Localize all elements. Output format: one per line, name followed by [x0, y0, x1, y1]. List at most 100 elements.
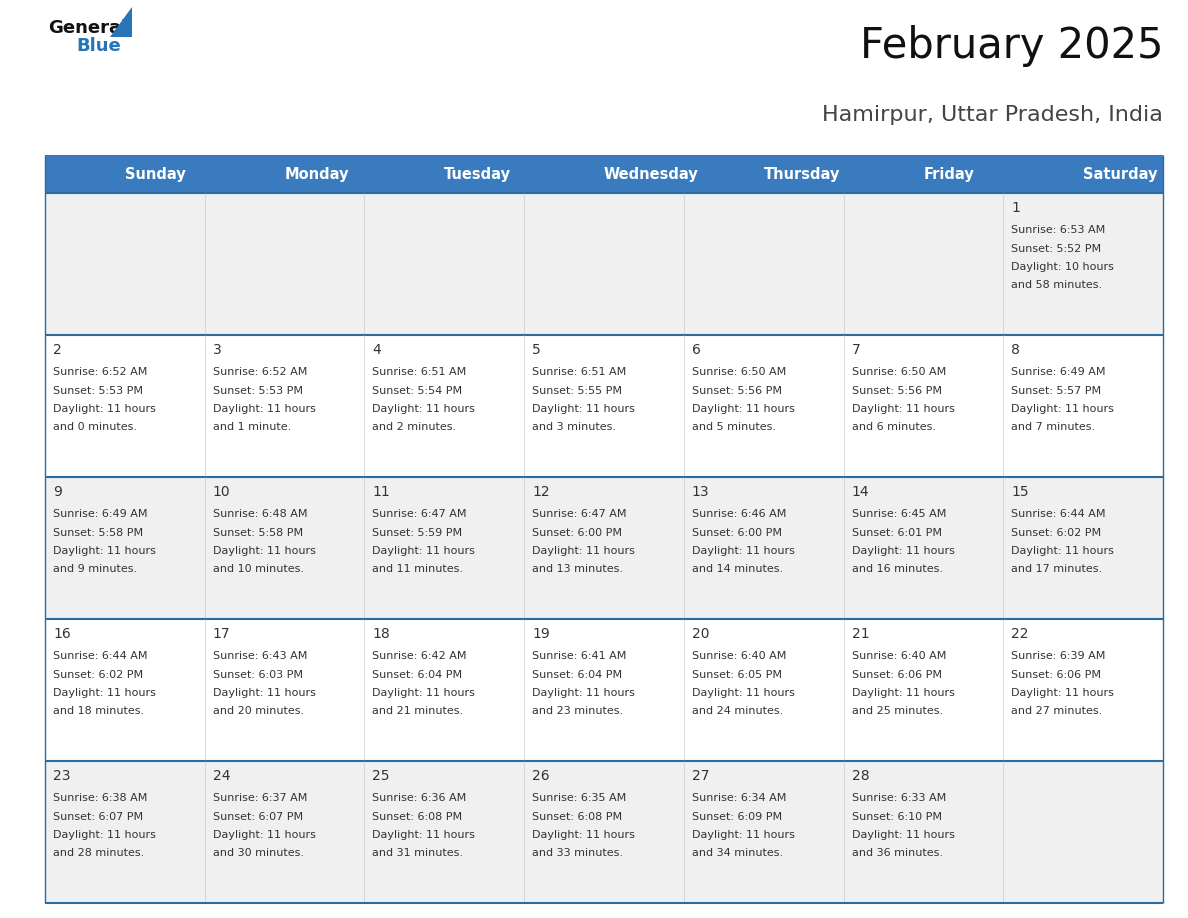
Text: Sunrise: 6:44 AM: Sunrise: 6:44 AM	[53, 651, 147, 661]
Text: and 33 minutes.: and 33 minutes.	[532, 848, 624, 858]
Text: Sunrise: 6:38 AM: Sunrise: 6:38 AM	[53, 793, 147, 803]
Text: and 3 minutes.: and 3 minutes.	[532, 422, 617, 432]
Text: Sunset: 5:58 PM: Sunset: 5:58 PM	[213, 528, 303, 538]
Text: 19: 19	[532, 627, 550, 641]
Text: and 0 minutes.: and 0 minutes.	[53, 422, 137, 432]
Text: Sunrise: 6:52 AM: Sunrise: 6:52 AM	[53, 367, 147, 377]
Text: and 13 minutes.: and 13 minutes.	[532, 565, 624, 575]
Text: 21: 21	[852, 627, 870, 641]
Text: Sunset: 5:57 PM: Sunset: 5:57 PM	[1011, 386, 1101, 396]
Text: Monday: Monday	[285, 166, 349, 182]
Text: and 31 minutes.: and 31 minutes.	[372, 848, 463, 858]
Text: Friday: Friday	[923, 166, 974, 182]
Text: Thursday: Thursday	[764, 166, 840, 182]
Text: Daylight: 11 hours: Daylight: 11 hours	[852, 830, 954, 840]
Text: Daylight: 11 hours: Daylight: 11 hours	[53, 688, 156, 698]
Text: and 34 minutes.: and 34 minutes.	[691, 848, 783, 858]
Text: 22: 22	[1011, 627, 1029, 641]
Text: and 5 minutes.: and 5 minutes.	[691, 422, 776, 432]
Text: Sunset: 6:07 PM: Sunset: 6:07 PM	[213, 812, 303, 822]
Text: Sunrise: 6:49 AM: Sunrise: 6:49 AM	[53, 509, 147, 519]
Text: Daylight: 11 hours: Daylight: 11 hours	[213, 546, 316, 556]
Text: Sunrise: 6:47 AM: Sunrise: 6:47 AM	[372, 509, 467, 519]
Text: Sunday: Sunday	[125, 166, 185, 182]
Text: 9: 9	[53, 485, 62, 499]
Text: Daylight: 11 hours: Daylight: 11 hours	[372, 688, 475, 698]
Text: Sunrise: 6:37 AM: Sunrise: 6:37 AM	[213, 793, 307, 803]
Text: Daylight: 11 hours: Daylight: 11 hours	[691, 830, 795, 840]
Text: Sunrise: 6:35 AM: Sunrise: 6:35 AM	[532, 793, 626, 803]
Text: 12: 12	[532, 485, 550, 499]
Text: Sunrise: 6:41 AM: Sunrise: 6:41 AM	[532, 651, 626, 661]
Text: Sunrise: 6:46 AM: Sunrise: 6:46 AM	[691, 509, 786, 519]
Text: 28: 28	[852, 769, 870, 783]
Text: Sunset: 6:08 PM: Sunset: 6:08 PM	[532, 812, 623, 822]
Text: Daylight: 11 hours: Daylight: 11 hours	[372, 546, 475, 556]
Text: Sunrise: 6:40 AM: Sunrise: 6:40 AM	[852, 651, 946, 661]
Text: Hamirpur, Uttar Pradesh, India: Hamirpur, Uttar Pradesh, India	[822, 105, 1163, 125]
Text: Sunrise: 6:53 AM: Sunrise: 6:53 AM	[1011, 225, 1106, 235]
Text: and 1 minute.: and 1 minute.	[213, 422, 291, 432]
Text: and 36 minutes.: and 36 minutes.	[852, 848, 942, 858]
Text: Sunset: 6:05 PM: Sunset: 6:05 PM	[691, 669, 782, 679]
Text: Sunset: 5:56 PM: Sunset: 5:56 PM	[852, 386, 942, 396]
Text: Sunset: 6:08 PM: Sunset: 6:08 PM	[372, 812, 462, 822]
Text: and 17 minutes.: and 17 minutes.	[1011, 565, 1102, 575]
Text: and 30 minutes.: and 30 minutes.	[213, 848, 304, 858]
Text: Sunset: 5:54 PM: Sunset: 5:54 PM	[372, 386, 462, 396]
Text: Sunrise: 6:33 AM: Sunrise: 6:33 AM	[852, 793, 946, 803]
Text: 6: 6	[691, 343, 701, 357]
Text: and 21 minutes.: and 21 minutes.	[372, 707, 463, 717]
Text: and 7 minutes.: and 7 minutes.	[1011, 422, 1095, 432]
Bar	[45, 193, 1163, 335]
Text: 24: 24	[213, 769, 230, 783]
Text: and 27 minutes.: and 27 minutes.	[1011, 707, 1102, 717]
Text: 17: 17	[213, 627, 230, 641]
Text: 20: 20	[691, 627, 709, 641]
Text: and 25 minutes.: and 25 minutes.	[852, 707, 943, 717]
Text: Sunrise: 6:49 AM: Sunrise: 6:49 AM	[1011, 367, 1106, 377]
Text: and 28 minutes.: and 28 minutes.	[53, 848, 144, 858]
Text: Sunset: 6:01 PM: Sunset: 6:01 PM	[852, 528, 942, 538]
Text: Daylight: 11 hours: Daylight: 11 hours	[1011, 688, 1114, 698]
Text: Daylight: 11 hours: Daylight: 11 hours	[852, 546, 954, 556]
Text: Sunset: 6:02 PM: Sunset: 6:02 PM	[53, 669, 143, 679]
Text: Sunset: 5:59 PM: Sunset: 5:59 PM	[372, 528, 462, 538]
Text: Sunrise: 6:42 AM: Sunrise: 6:42 AM	[372, 651, 467, 661]
Text: General: General	[48, 19, 127, 37]
Text: Blue: Blue	[76, 37, 121, 55]
Text: Daylight: 11 hours: Daylight: 11 hours	[213, 688, 316, 698]
Text: Tuesday: Tuesday	[444, 166, 511, 182]
Text: Sunrise: 6:50 AM: Sunrise: 6:50 AM	[691, 367, 786, 377]
Text: Sunrise: 6:40 AM: Sunrise: 6:40 AM	[691, 651, 786, 661]
Text: Sunrise: 6:44 AM: Sunrise: 6:44 AM	[1011, 509, 1106, 519]
Text: and 24 minutes.: and 24 minutes.	[691, 707, 783, 717]
Text: Sunrise: 6:43 AM: Sunrise: 6:43 AM	[213, 651, 307, 661]
Text: Wednesday: Wednesday	[604, 166, 699, 182]
Text: Daylight: 11 hours: Daylight: 11 hours	[852, 404, 954, 414]
Text: Sunset: 6:06 PM: Sunset: 6:06 PM	[1011, 669, 1101, 679]
Text: 1: 1	[1011, 201, 1020, 215]
Text: Sunset: 5:52 PM: Sunset: 5:52 PM	[1011, 243, 1101, 253]
Text: Daylight: 11 hours: Daylight: 11 hours	[1011, 546, 1114, 556]
Text: Daylight: 10 hours: Daylight: 10 hours	[1011, 262, 1114, 272]
Text: 5: 5	[532, 343, 541, 357]
Text: Sunset: 6:09 PM: Sunset: 6:09 PM	[691, 812, 782, 822]
Text: 2: 2	[53, 343, 62, 357]
Text: and 58 minutes.: and 58 minutes.	[1011, 281, 1102, 290]
Bar	[45, 155, 1163, 193]
Text: 25: 25	[372, 769, 390, 783]
Bar	[45, 335, 1163, 477]
Text: Daylight: 11 hours: Daylight: 11 hours	[53, 546, 156, 556]
Text: Sunset: 6:06 PM: Sunset: 6:06 PM	[852, 669, 942, 679]
Text: Sunset: 6:07 PM: Sunset: 6:07 PM	[53, 812, 143, 822]
Text: and 6 minutes.: and 6 minutes.	[852, 422, 936, 432]
Text: February 2025: February 2025	[859, 25, 1163, 67]
Text: and 18 minutes.: and 18 minutes.	[53, 707, 144, 717]
Text: Sunset: 6:02 PM: Sunset: 6:02 PM	[1011, 528, 1101, 538]
Text: 3: 3	[213, 343, 221, 357]
Text: Sunset: 6:04 PM: Sunset: 6:04 PM	[372, 669, 462, 679]
Text: and 14 minutes.: and 14 minutes.	[691, 565, 783, 575]
Text: Sunset: 6:00 PM: Sunset: 6:00 PM	[532, 528, 623, 538]
Text: Daylight: 11 hours: Daylight: 11 hours	[691, 688, 795, 698]
